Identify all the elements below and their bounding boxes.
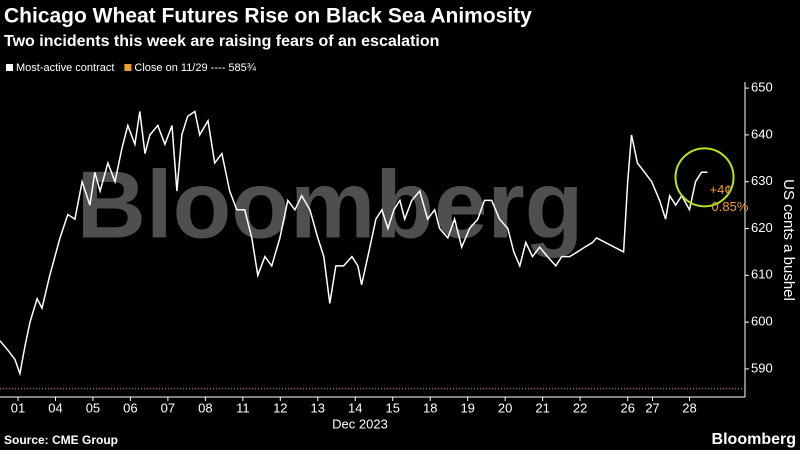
x-tick-label: 21 [535, 400, 549, 415]
x-axis-label: Dec 2023 [332, 416, 388, 431]
y-tick-label: 620 [751, 220, 773, 235]
y-tick-label: 640 [751, 126, 773, 141]
x-tick-label: 19 [460, 400, 474, 415]
source: Source: CME Group [4, 433, 118, 447]
x-tick-label: 15 [386, 400, 400, 415]
x-tick-label: 11 [236, 400, 250, 415]
x-tick-label: 08 [198, 400, 212, 415]
y-tick-label: 600 [751, 314, 773, 329]
x-tick-label: 28 [682, 400, 696, 415]
x-tick-label: 06 [123, 400, 137, 415]
y-tick-label: 590 [751, 360, 773, 375]
legend-label: Close on 11/29 ---- 585¾ [134, 62, 256, 74]
x-tick-label: 12 [273, 400, 287, 415]
x-tick-label: 04 [48, 400, 62, 415]
x-tick-label: 13 [311, 400, 325, 415]
x-tick-label: 18 [423, 400, 437, 415]
legend-label: Most-active contract [16, 62, 114, 74]
watermark: Bloomberg [77, 151, 584, 258]
annotation: 0.85% [712, 199, 749, 214]
x-tick-label: 05 [86, 400, 100, 415]
y-tick-label: 650 [751, 80, 773, 95]
x-tick-label: 01 [11, 400, 25, 415]
legend-swatch [124, 64, 132, 71]
y-tick-label: 630 [751, 173, 773, 188]
x-tick-label: 20 [498, 400, 512, 415]
highlight-circle [674, 147, 735, 208]
x-tick-label: 26 [620, 400, 634, 415]
line [0, 110, 708, 377]
annotation: +4¢ [710, 182, 732, 197]
legend-swatch [6, 64, 13, 71]
chart-title: Chicago Wheat Futures Rise on Black Sea … [4, 5, 532, 28]
chart-subtitle: Two incidents this week are raising fear… [4, 33, 439, 50]
y-tick-label: 610 [751, 267, 773, 282]
logo: Bloomberg [712, 431, 796, 448]
x-tick-label: 27 [645, 400, 659, 415]
x-tick-label: 22 [573, 400, 587, 415]
y-axis-label: US cents a bushel [780, 179, 797, 301]
x-tick-label: 14 [348, 400, 362, 415]
x-tick-label: 07 [161, 400, 175, 415]
